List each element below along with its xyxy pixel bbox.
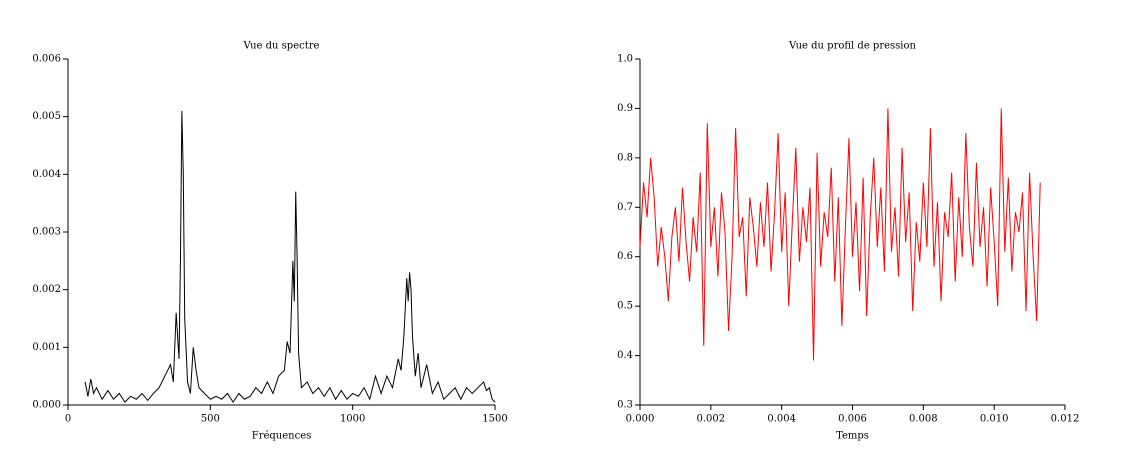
x-tick-label: 0.010 (980, 414, 1009, 425)
x-tick-label: 0.006 (838, 414, 867, 425)
x-axis-title: Temps (836, 431, 869, 442)
data-line (639, 108, 1041, 361)
x-tick-label: 0.004 (767, 414, 796, 425)
y-tick-label: 0.7 (617, 202, 633, 213)
x-tick-label: 0 (65, 414, 71, 425)
x-tick-label: 0.000 (626, 414, 655, 425)
chart-title: Vue du spectre (243, 41, 320, 52)
x-tick-label: 1000 (340, 414, 365, 425)
data-line (84, 110, 496, 404)
y-tick-label: 1.0 (617, 54, 633, 65)
x-tick-label: 0.002 (697, 414, 726, 425)
y-tick-label: 0.006 (32, 54, 61, 65)
y-tick-label: 0.8 (617, 152, 633, 163)
y-tick-label: 0.9 (617, 103, 633, 114)
y-tick-label: 0.6 (617, 251, 633, 262)
y-tick-label: 0.000 (32, 400, 61, 411)
x-tick-label: 1500 (482, 414, 507, 425)
y-tick-label: 0.004 (32, 169, 61, 180)
x-tick-label: 500 (201, 414, 220, 425)
x-tick-label: 0.012 (1051, 414, 1080, 425)
y-tick-label: 0.4 (617, 350, 633, 361)
y-tick-label: 0.5 (617, 301, 633, 312)
y-tick-label: 0.3 (617, 400, 633, 411)
x-axis-title: Fréquences (252, 431, 312, 442)
x-tick-label: 0.008 (909, 414, 938, 425)
chart-title: Vue du profil de pression (788, 41, 916, 52)
y-tick-label: 0.002 (32, 284, 61, 295)
y-tick-label: 0.003 (32, 227, 61, 238)
y-tick-label: 0.001 (32, 342, 61, 353)
y-tick-label: 0.005 (32, 111, 61, 122)
